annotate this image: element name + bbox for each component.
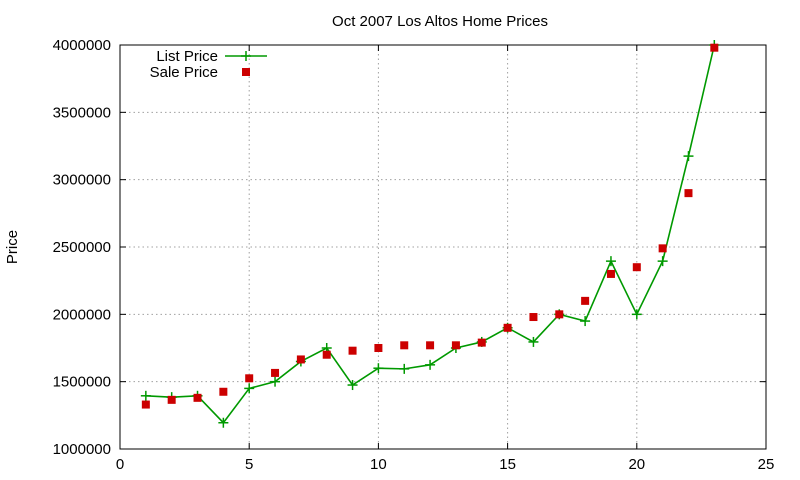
x-tick-label: 0	[116, 456, 124, 473]
sale-price-point	[400, 341, 409, 350]
sale-price-series	[141, 43, 719, 409]
sale-price-point	[451, 341, 460, 350]
sale-price-point	[245, 374, 254, 383]
list-price-point	[270, 376, 281, 387]
list-price-point	[631, 309, 642, 320]
sale-price-point	[606, 269, 615, 278]
y-tick-label: 1000000	[53, 441, 111, 458]
legend-square-marker	[242, 68, 250, 76]
chart-title: Oct 2007 Los Altos Home Prices	[332, 13, 548, 30]
sale-price-point	[503, 323, 512, 332]
list-price-point	[605, 256, 616, 267]
sale-price-point	[193, 393, 202, 402]
sale-price-point	[710, 43, 719, 52]
legend-plus-marker	[241, 51, 251, 61]
x-tick-label: 15	[499, 456, 516, 473]
sale-price-point	[271, 368, 280, 377]
x-axis: 0 5 10 15 20 25	[116, 45, 775, 473]
y-tick-label: 3000000	[53, 172, 111, 189]
sale-price-point	[555, 310, 564, 319]
sale-price-point	[374, 344, 383, 352]
legend-label: List Price	[156, 48, 218, 65]
x-tick-label: 5	[245, 456, 253, 473]
y-tick-label: 4000000	[53, 37, 111, 54]
legend-label: Sale Price	[150, 64, 218, 81]
sale-price-point	[322, 350, 331, 359]
list-price-point	[683, 151, 694, 162]
list-price-point	[218, 417, 229, 428]
list-price-point	[399, 363, 410, 374]
x-tick-label: 20	[628, 456, 645, 473]
y-tick-label: 2500000	[53, 239, 111, 256]
sale-price-point	[477, 338, 486, 347]
list-price-series	[140, 40, 720, 428]
list-price-point	[244, 383, 255, 394]
series-layer	[140, 40, 720, 428]
list-price-point	[373, 363, 384, 374]
list-price-point	[580, 316, 591, 327]
sale-price-point	[529, 313, 538, 322]
y-tick-label: 2000000	[53, 306, 111, 323]
y-axis-label: Price	[4, 230, 21, 264]
sale-price-point	[167, 395, 176, 404]
sale-price-point	[296, 355, 305, 364]
y-tick-label: 1500000	[53, 374, 111, 391]
list-price-point	[347, 380, 358, 391]
y-tick-label: 3500000	[53, 104, 111, 121]
x-tick-label: 10	[370, 456, 387, 473]
sale-price-point	[658, 244, 667, 253]
list-price-point	[657, 256, 668, 267]
sale-price-point	[348, 346, 357, 355]
sale-price-point	[219, 387, 228, 396]
grid	[120, 45, 766, 449]
sale-price-point	[141, 400, 150, 409]
sale-price-point	[581, 296, 590, 305]
x-tick-label: 25	[758, 456, 775, 473]
y-axis: 1000000 1500000 2000000 2500000 3000000 35000…	[53, 37, 766, 458]
list-price-point	[528, 336, 539, 347]
list-price-point	[140, 390, 151, 401]
sale-price-point	[684, 189, 693, 198]
list-price-point	[425, 359, 436, 370]
sale-price-point	[426, 341, 435, 350]
sale-price-point	[632, 263, 641, 272]
